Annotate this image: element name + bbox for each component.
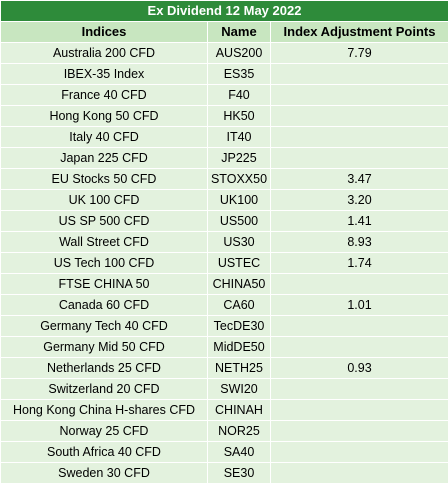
name-cell: NETH25 <box>208 358 271 379</box>
index-cell: Netherlands 25 CFD <box>1 358 208 379</box>
adjustment-cell <box>271 379 448 400</box>
index-cell: US SP 500 CFD <box>1 211 208 232</box>
column-header-indices: Indices <box>1 22 208 43</box>
adjustment-cell: 0.93 <box>271 358 448 379</box>
name-cell: HK50 <box>208 106 271 127</box>
index-cell: Hong Kong 50 CFD <box>1 106 208 127</box>
name-cell: MidDE50 <box>208 337 271 358</box>
adjustment-cell: 3.20 <box>271 190 448 211</box>
index-cell: Germany Mid 50 CFD <box>1 337 208 358</box>
adjustment-cell: 1.01 <box>271 295 448 316</box>
title-row: Ex Dividend 12 May 2022 <box>1 1 448 22</box>
name-cell: CHINAH <box>208 400 271 421</box>
index-cell: France 40 CFD <box>1 85 208 106</box>
adjustment-cell: 8.93 <box>271 232 448 253</box>
index-cell: South Africa 40 CFD <box>1 442 208 463</box>
adjustment-cell <box>271 316 448 337</box>
adjustment-cell <box>271 274 448 295</box>
adjustment-cell <box>271 85 448 106</box>
adjustment-cell <box>271 106 448 127</box>
name-cell: US30 <box>208 232 271 253</box>
name-cell: US500 <box>208 211 271 232</box>
index-cell: EU Stocks 50 CFD <box>1 169 208 190</box>
adjustment-cell: 3.47 <box>271 169 448 190</box>
table-title: Ex Dividend 12 May 2022 <box>1 1 448 22</box>
adjustment-cell <box>271 442 448 463</box>
name-cell: TecDE30 <box>208 316 271 337</box>
name-cell: STOXX50 <box>208 169 271 190</box>
index-cell: Italy 40 CFD <box>1 127 208 148</box>
adjustment-cell <box>271 127 448 148</box>
column-header-adjustment: Index Adjustment Points <box>271 22 448 43</box>
index-cell: Norway 25 CFD <box>1 421 208 442</box>
index-cell: Wall Street CFD <box>1 232 208 253</box>
index-cell: UK 100 CFD <box>1 190 208 211</box>
adjustment-cell: 1.41 <box>271 211 448 232</box>
ex-dividend-sheet: Ex Dividend 12 May 2022 Indices Name Ind… <box>0 0 448 466</box>
index-cell: Germany Tech 40 CFD <box>1 316 208 337</box>
name-cell: SA40 <box>208 442 271 463</box>
name-cell: UK100 <box>208 190 271 211</box>
name-cell: JP225 <box>208 148 271 169</box>
index-cell: Hong Kong China H-shares CFD <box>1 400 208 421</box>
name-cell: NOR25 <box>208 421 271 442</box>
name-cell: AUS200 <box>208 43 271 64</box>
column-header-name: Name <box>208 22 271 43</box>
adjustment-cell <box>271 64 448 85</box>
adjustment-cell <box>271 148 448 169</box>
name-cell: F40 <box>208 85 271 106</box>
name-cell: ES35 <box>208 64 271 85</box>
index-cell: Canada 60 CFD <box>1 295 208 316</box>
adjustment-cell <box>271 337 448 358</box>
adjustment-cell <box>271 400 448 421</box>
adjustment-cell <box>271 421 448 442</box>
header-row: Indices Name Index Adjustment Points <box>1 22 448 43</box>
name-cell: CHINA50 <box>208 274 271 295</box>
name-cell: SWI20 <box>208 379 271 400</box>
name-cell: IT40 <box>208 127 271 148</box>
index-cell: Australia 200 CFD <box>1 43 208 64</box>
index-cell: FTSE CHINA 50 <box>1 274 208 295</box>
name-cell: USTEC <box>208 253 271 274</box>
name-cell: CA60 <box>208 295 271 316</box>
index-cell: IBEX-35 Index <box>1 64 208 85</box>
adjustment-cell: 1.74 <box>271 253 448 274</box>
index-cell: Switzerland 20 CFD <box>1 379 208 400</box>
index-cell: US Tech 100 CFD <box>1 253 208 274</box>
adjustment-cell: 7.79 <box>271 43 448 64</box>
index-cell: Japan 225 CFD <box>1 148 208 169</box>
